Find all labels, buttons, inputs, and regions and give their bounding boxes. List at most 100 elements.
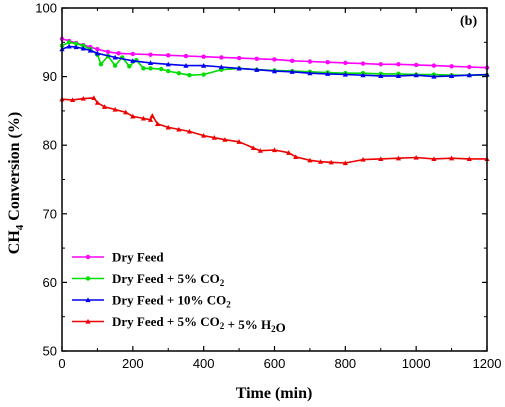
y-axis-title-subscript: 4 bbox=[14, 224, 26, 230]
data-point bbox=[218, 64, 224, 70]
data-point bbox=[257, 148, 263, 153]
data-point bbox=[94, 50, 101, 56]
x-tick-label: 0 bbox=[58, 356, 65, 371]
data-point bbox=[155, 121, 161, 127]
series-2 bbox=[59, 43, 490, 79]
legend-item: Dry Feed bbox=[72, 250, 164, 265]
data-point bbox=[360, 61, 366, 66]
data-point bbox=[290, 58, 295, 64]
series-line bbox=[61, 38, 488, 69]
x-tick-label: 200 bbox=[122, 356, 144, 371]
data-point bbox=[342, 160, 348, 166]
legend-label: Dry Feed + 5% CO2 + 5% H2O bbox=[112, 314, 286, 335]
data-point bbox=[431, 156, 437, 161]
legend-label: Dry Feed + 5% CO2 bbox=[112, 271, 225, 288]
data-point bbox=[148, 66, 153, 71]
data-point bbox=[112, 54, 118, 60]
data-point bbox=[98, 62, 104, 67]
data-point bbox=[360, 157, 366, 162]
data-point bbox=[378, 73, 384, 78]
data-point bbox=[140, 115, 147, 121]
data-point bbox=[73, 44, 79, 50]
legend-item: Dry Feed + 10% CO2 bbox=[72, 293, 231, 310]
legend-label-text: O bbox=[276, 320, 286, 335]
data-point bbox=[236, 139, 242, 144]
data-point bbox=[186, 128, 193, 134]
data-point bbox=[271, 147, 278, 153]
legend-label-text: Dry Feed + 5% CO bbox=[112, 271, 220, 286]
legend-item: Dry Feed + 5% CO2 + 5% H2O bbox=[72, 314, 286, 335]
series-1 bbox=[59, 40, 490, 78]
data-point bbox=[105, 49, 111, 55]
data-point bbox=[130, 51, 136, 57]
data-point bbox=[293, 154, 299, 159]
x-tick-label: 800 bbox=[334, 356, 356, 371]
data-point bbox=[66, 40, 72, 45]
data-point bbox=[141, 66, 146, 71]
data-point bbox=[328, 159, 334, 165]
data-point bbox=[112, 106, 118, 112]
data-point bbox=[158, 66, 164, 72]
data-point bbox=[66, 43, 72, 49]
data-point bbox=[130, 58, 136, 63]
panel-label: (b) bbox=[460, 14, 477, 29]
data-point bbox=[343, 60, 348, 66]
data-point bbox=[201, 63, 207, 68]
y-axis-title-main: CH bbox=[6, 230, 23, 255]
data-point bbox=[166, 68, 171, 74]
data-point bbox=[87, 47, 93, 53]
data-point bbox=[183, 63, 189, 68]
legend-marker bbox=[85, 318, 91, 324]
data-point bbox=[101, 104, 108, 109]
data-point bbox=[81, 43, 86, 48]
legend-label-text: Dry Feed + 10% CO bbox=[112, 293, 226, 308]
data-point bbox=[431, 74, 437, 79]
data-point bbox=[94, 100, 101, 105]
legend-label-subscript: 2 bbox=[220, 321, 225, 331]
axes-layer: 0 200 400 600 800 1000 1200 50 60 70 80 90 100 bbox=[35, 1, 501, 372]
data-point bbox=[307, 59, 313, 64]
y-axis-title: CH4 Conversion (%) bbox=[6, 112, 26, 254]
data-point bbox=[201, 132, 207, 138]
data-point bbox=[236, 55, 242, 61]
data-point bbox=[127, 64, 132, 69]
data-point bbox=[183, 53, 189, 59]
data-point bbox=[342, 71, 348, 77]
data-point bbox=[413, 154, 419, 160]
data-point bbox=[254, 67, 260, 72]
data-point bbox=[395, 73, 402, 78]
data-point bbox=[254, 56, 259, 61]
series-line bbox=[61, 45, 488, 78]
data-point bbox=[130, 113, 136, 119]
data-point bbox=[325, 59, 330, 65]
x-tick-label: 600 bbox=[264, 356, 286, 371]
data-point bbox=[466, 72, 472, 78]
data-point bbox=[467, 64, 472, 70]
data-point bbox=[236, 65, 242, 71]
legend-label: Dry Feed + 10% CO2 bbox=[112, 293, 231, 310]
data-point bbox=[123, 109, 129, 115]
data-point bbox=[201, 54, 206, 59]
legend-marker bbox=[85, 297, 91, 303]
data-point bbox=[201, 72, 206, 77]
x-tick-label: 400 bbox=[193, 356, 215, 371]
data-point bbox=[378, 62, 383, 67]
data-point bbox=[112, 63, 118, 68]
data-point bbox=[448, 73, 455, 78]
data-point bbox=[289, 69, 295, 74]
data-point bbox=[80, 45, 86, 51]
legend-label-text: + 5% H bbox=[224, 317, 271, 332]
series-layer bbox=[59, 36, 490, 166]
data-point bbox=[317, 159, 324, 164]
y-tick-label: 60 bbox=[43, 275, 57, 290]
x-tick-label: 1200 bbox=[473, 356, 502, 371]
y-tick-label: 50 bbox=[43, 344, 57, 359]
data-point bbox=[147, 60, 154, 65]
data-point bbox=[413, 72, 419, 78]
legend-label-subscript: 2 bbox=[220, 278, 225, 288]
legend-label-subscript: 2 bbox=[226, 300, 231, 310]
data-point bbox=[70, 97, 76, 103]
data-point bbox=[325, 71, 331, 76]
